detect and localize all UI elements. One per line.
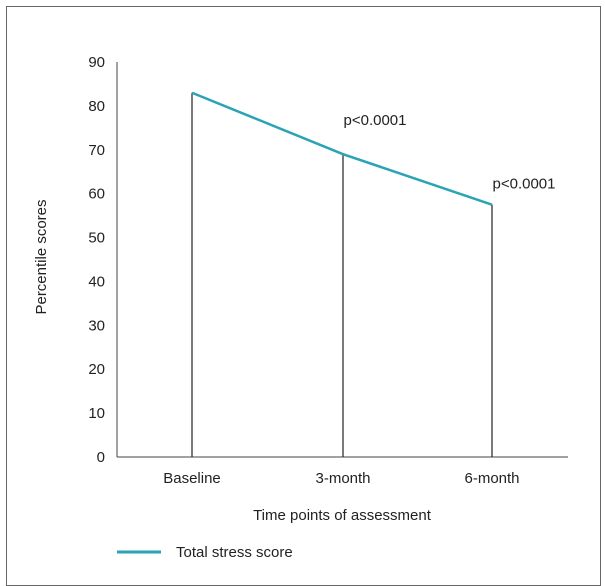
y-tick-label: 0 <box>97 449 105 466</box>
p-value-annotation: p<0.0001 <box>493 176 556 193</box>
x-axis-title: Time points of assessment <box>253 507 432 524</box>
y-tick-label: 10 <box>88 405 105 422</box>
y-tick-label: 50 <box>88 230 105 247</box>
series-group <box>192 93 492 205</box>
y-tick-label: 30 <box>88 317 105 334</box>
y-axis-title: Percentile scores <box>33 199 50 314</box>
series-line-total-stress-score <box>192 93 492 205</box>
y-tick-group: 0 10 20 30 40 50 60 70 80 90 <box>88 54 105 466</box>
drop-line-group <box>192 93 492 457</box>
y-tick-label: 90 <box>88 54 105 71</box>
x-tick-label: 6-month <box>464 470 519 487</box>
legend-label-total-stress-score: Total stress score <box>176 544 293 561</box>
y-tick-label: 80 <box>88 98 105 115</box>
annotation-group: p<0.0001 p<0.0001 <box>344 112 556 192</box>
x-tick-label: 3-month <box>315 470 370 487</box>
p-value-annotation: p<0.0001 <box>344 112 407 129</box>
y-tick-label: 20 <box>88 361 105 378</box>
x-tick-label: Baseline <box>163 470 221 487</box>
y-tick-label: 40 <box>88 273 105 290</box>
x-tick-group: Baseline 3-month 6-month <box>163 470 519 487</box>
y-tick-label: 70 <box>88 142 105 159</box>
y-tick-label: 60 <box>88 186 105 203</box>
